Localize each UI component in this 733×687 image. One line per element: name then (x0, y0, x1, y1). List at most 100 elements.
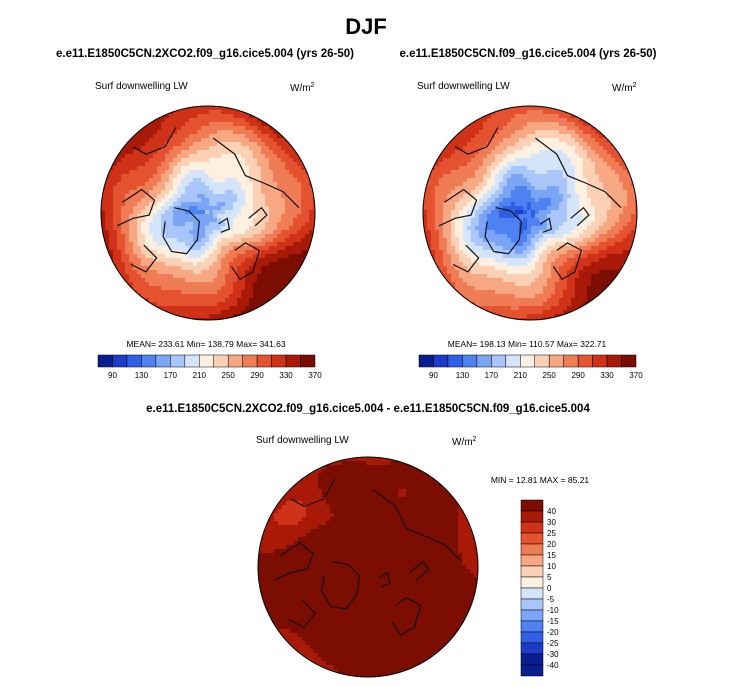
contour-cell (117, 154, 122, 159)
contour-cell (519, 186, 524, 191)
contour-cell (157, 250, 162, 255)
contour-cell (427, 226, 432, 231)
contour-cell (503, 258, 508, 263)
contour-cell (141, 250, 146, 255)
contour-cell (273, 286, 278, 291)
contour-cell (113, 230, 118, 235)
contour-cell (133, 134, 138, 139)
contour-cell (447, 250, 452, 255)
contour-cell (334, 477, 339, 482)
contour-cell (149, 178, 154, 183)
contour-cell (479, 158, 484, 163)
contour-cell (527, 306, 532, 311)
contour-cell (189, 146, 194, 151)
contour-cell (346, 457, 351, 462)
contour-cell (265, 274, 270, 279)
contour-cell (253, 230, 258, 235)
contour-cell (491, 182, 496, 187)
contour-cell (366, 481, 371, 486)
contour-cell (193, 254, 198, 259)
contour-cell (161, 194, 166, 199)
contour-cell (559, 226, 564, 231)
contour-cell (547, 250, 552, 255)
contour-cell (305, 174, 310, 179)
contour-cell (451, 182, 456, 187)
contour-cell (607, 210, 612, 215)
contour-cell (619, 234, 624, 239)
variable-label: Surf downwelling LW (256, 435, 349, 446)
contour-cell (495, 146, 500, 151)
contour-cell (611, 242, 616, 247)
contour-cell (607, 230, 612, 235)
contour-cell (289, 254, 294, 259)
contour-cell (543, 250, 548, 255)
contour-cell (523, 138, 528, 143)
contour-cell (277, 150, 282, 155)
contour-cell (293, 214, 298, 219)
contour-cell (165, 206, 170, 211)
contour-cell (523, 106, 528, 111)
contour-cell (205, 294, 210, 299)
contour-cell (519, 218, 524, 223)
contour-cell (575, 282, 580, 287)
coastline (116, 188, 156, 227)
contour-cell (305, 218, 310, 223)
contour-cell (479, 270, 484, 275)
contour-cell (523, 294, 528, 299)
contour-cell (105, 238, 110, 243)
contour-cell (483, 246, 488, 251)
contour-cell (257, 118, 262, 123)
contour-cell (543, 186, 548, 191)
contour-cell (459, 202, 464, 207)
contour-cell (423, 198, 428, 203)
contour-cell (249, 258, 254, 263)
contour-cell (523, 198, 528, 203)
contour-cell (261, 290, 266, 295)
contour-cell (523, 206, 528, 211)
contour-cell (161, 170, 166, 175)
contour-cell (257, 262, 262, 267)
contour-cell (519, 158, 524, 163)
contour-cell (169, 206, 174, 211)
contour-cell (261, 218, 266, 223)
contour-cell (213, 310, 218, 315)
contour-cell (447, 234, 452, 239)
colorbar-box (491, 354, 507, 368)
contour-cell (285, 234, 290, 239)
contour-cell (547, 106, 552, 111)
contour-cell (149, 222, 154, 227)
contour-cell (326, 481, 331, 486)
contour-cell (475, 250, 480, 255)
contour-cell (177, 234, 182, 239)
contour-cell (555, 238, 560, 243)
contour-cell (511, 202, 516, 207)
contour-cell (511, 198, 516, 203)
contour-cell (229, 178, 234, 183)
contour-cell (443, 210, 448, 215)
contour-cell (161, 162, 166, 167)
contour-cell (237, 218, 242, 223)
contour-cell (269, 278, 274, 283)
contour-cell (245, 306, 250, 311)
contour-cell (603, 138, 608, 143)
contour-cell (322, 481, 327, 486)
contour-cell (543, 150, 548, 155)
contour-cell (121, 242, 126, 247)
contour-cell (269, 174, 274, 179)
contour-field (423, 106, 637, 320)
contour-cell (587, 298, 592, 303)
contour-cell (483, 138, 488, 143)
contour-cell (213, 274, 218, 279)
contour-cell (547, 198, 552, 203)
contour-cell (257, 178, 262, 183)
contour-cell (285, 274, 290, 279)
contour-cell (201, 274, 206, 279)
contour-cell (487, 162, 492, 167)
contour-cell (285, 222, 290, 227)
contour-cell (350, 461, 355, 466)
contour-cell (463, 138, 468, 143)
contour-cell (201, 250, 206, 255)
contour-cell (277, 170, 282, 175)
contour-cell (571, 166, 576, 171)
contour-cell (475, 194, 480, 199)
